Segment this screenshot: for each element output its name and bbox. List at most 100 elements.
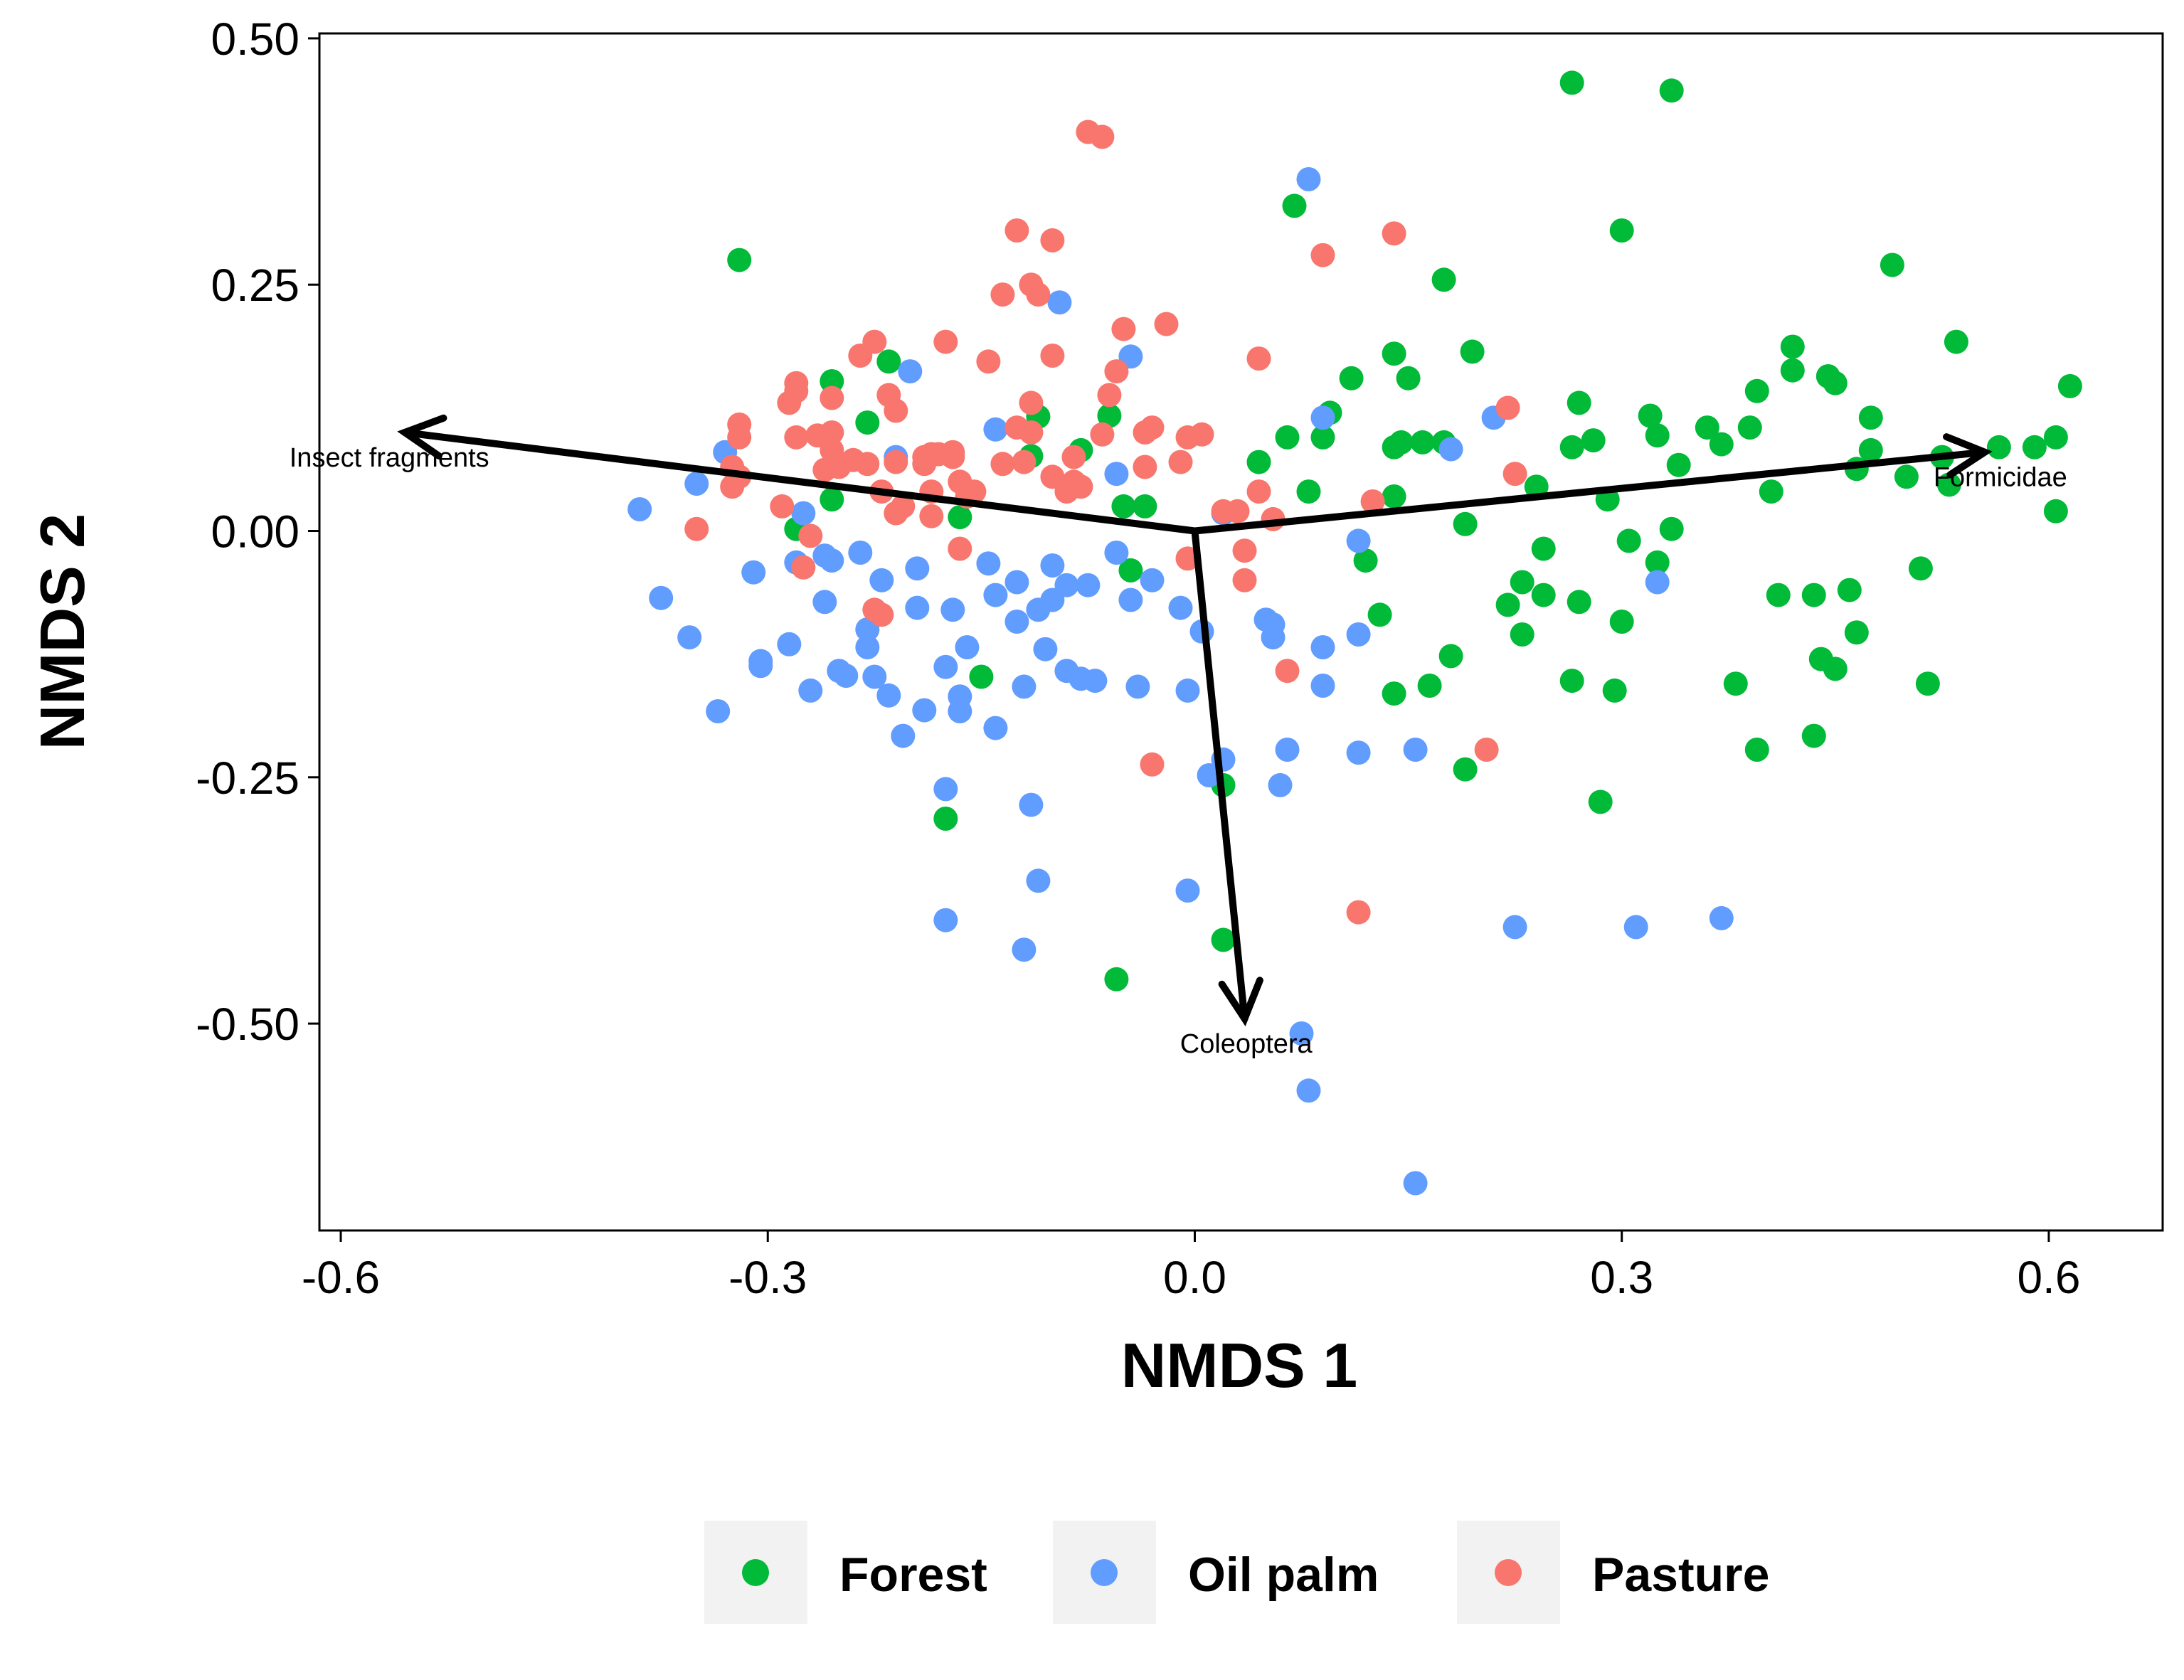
point-oil-palm (1004, 610, 1029, 634)
point-oil-palm (1083, 669, 1108, 693)
point-forest (1310, 425, 1335, 450)
point-forest (1609, 218, 1634, 243)
point-oil-palm (912, 698, 937, 723)
point-forest (1894, 464, 1919, 489)
point-forest (1858, 437, 1883, 462)
point-pasture (855, 452, 880, 477)
point-pasture (891, 494, 916, 519)
point-oil-palm (1175, 678, 1200, 703)
point-forest (1559, 70, 1584, 95)
point-oil-palm (684, 472, 709, 496)
point-oil-palm (1310, 635, 1335, 659)
point-oil-palm (1197, 763, 1221, 787)
point-pasture (1168, 450, 1193, 474)
point-pasture (1310, 243, 1335, 267)
point-pasture (1111, 317, 1136, 341)
point-oil-palm (812, 590, 837, 615)
point-pasture (1382, 221, 1406, 246)
point-oil-palm (706, 699, 731, 723)
point-pasture (820, 420, 844, 445)
point-pasture (962, 479, 987, 504)
point-pasture (884, 450, 908, 474)
vector-insect-fragments-arrowhead (397, 414, 447, 459)
point-oil-palm (933, 908, 958, 932)
point-forest (1588, 790, 1613, 814)
point-pasture (1019, 420, 1044, 445)
point-pasture (684, 516, 709, 541)
point-oil-palm (791, 501, 816, 526)
point-oil-palm (1168, 595, 1193, 620)
point-forest (1666, 452, 1691, 477)
point-forest (1396, 366, 1421, 390)
point-oil-palm (1645, 570, 1670, 595)
point-pasture (770, 494, 795, 519)
point-oil-palm (1054, 573, 1079, 597)
point-pasture (1104, 359, 1129, 384)
point-forest (1659, 516, 1684, 541)
point-forest (1915, 671, 1940, 696)
point-forest (1460, 339, 1485, 364)
point-oil-palm (777, 632, 802, 656)
point-forest (876, 349, 901, 374)
point-forest (1118, 558, 1143, 583)
point-pasture (820, 386, 844, 410)
point-forest (1353, 548, 1378, 573)
point-forest (1282, 193, 1307, 218)
point-forest (2022, 435, 2047, 459)
point-oil-palm (1040, 553, 1065, 578)
point-forest (933, 807, 958, 831)
point-oil-palm (748, 654, 773, 679)
point-pasture (1019, 390, 1044, 415)
legend: Forest Oil palm Pasture (704, 1521, 1769, 1624)
point-oil-palm (820, 548, 844, 573)
point-oil-palm (1076, 573, 1101, 597)
point-pasture (1225, 499, 1250, 523)
point-pasture (1246, 346, 1271, 371)
point-forest (1837, 578, 1862, 602)
point-pasture (784, 378, 809, 403)
point-pasture (940, 440, 965, 464)
point-oil-palm (1125, 674, 1150, 699)
y-tick-label: 0.25 (211, 260, 299, 311)
y-tick-label: -0.50 (196, 999, 299, 1050)
point-forest (1936, 472, 1961, 497)
point-forest (1780, 334, 1805, 359)
point-forest (1410, 430, 1435, 454)
point-forest (1744, 738, 1769, 762)
point-oil-palm (1261, 612, 1286, 637)
point-forest (820, 369, 844, 393)
point-oil-palm (855, 635, 880, 659)
point-oil-palm (1310, 674, 1335, 698)
point-forest (855, 410, 880, 435)
point-oil-palm (1175, 878, 1200, 903)
vector-formicidae-line (1191, 448, 1988, 535)
point-pasture (919, 504, 944, 528)
point-oil-palm (983, 716, 1008, 740)
point-pasture (1502, 462, 1527, 487)
point-forest (1097, 403, 1122, 428)
point-forest (1431, 267, 1456, 292)
point-forest (1801, 723, 1826, 748)
point-pasture (1090, 124, 1115, 149)
point-pasture (1040, 344, 1065, 368)
point-pasture (1090, 422, 1115, 447)
point-pasture (1474, 738, 1499, 762)
vector-formicidae-arrowhead (1943, 433, 1993, 479)
point-oil-palm (983, 417, 1008, 442)
point-oil-palm (848, 541, 873, 565)
point-oil-palm (1438, 437, 1463, 462)
vectors-layer: Insect fragments Formicidae Coleoptera (290, 414, 2067, 1059)
vector-label-coleoptera: Coleoptera (1180, 1029, 1313, 1059)
point-forest (1559, 669, 1584, 693)
point-forest (1709, 432, 1734, 457)
point-forest (1524, 474, 1549, 499)
point-forest (1823, 656, 1848, 681)
x-tick-label: 0.3 (1590, 1252, 1653, 1303)
point-oil-palm (1012, 937, 1037, 962)
point-forest (1438, 644, 1463, 669)
point-oil-palm (1346, 528, 1371, 553)
x-axis-title: NMDS 1 (1121, 1330, 1358, 1400)
point-oil-palm (1403, 738, 1428, 762)
point-forest (1559, 435, 1584, 459)
point-forest (1382, 681, 1406, 706)
